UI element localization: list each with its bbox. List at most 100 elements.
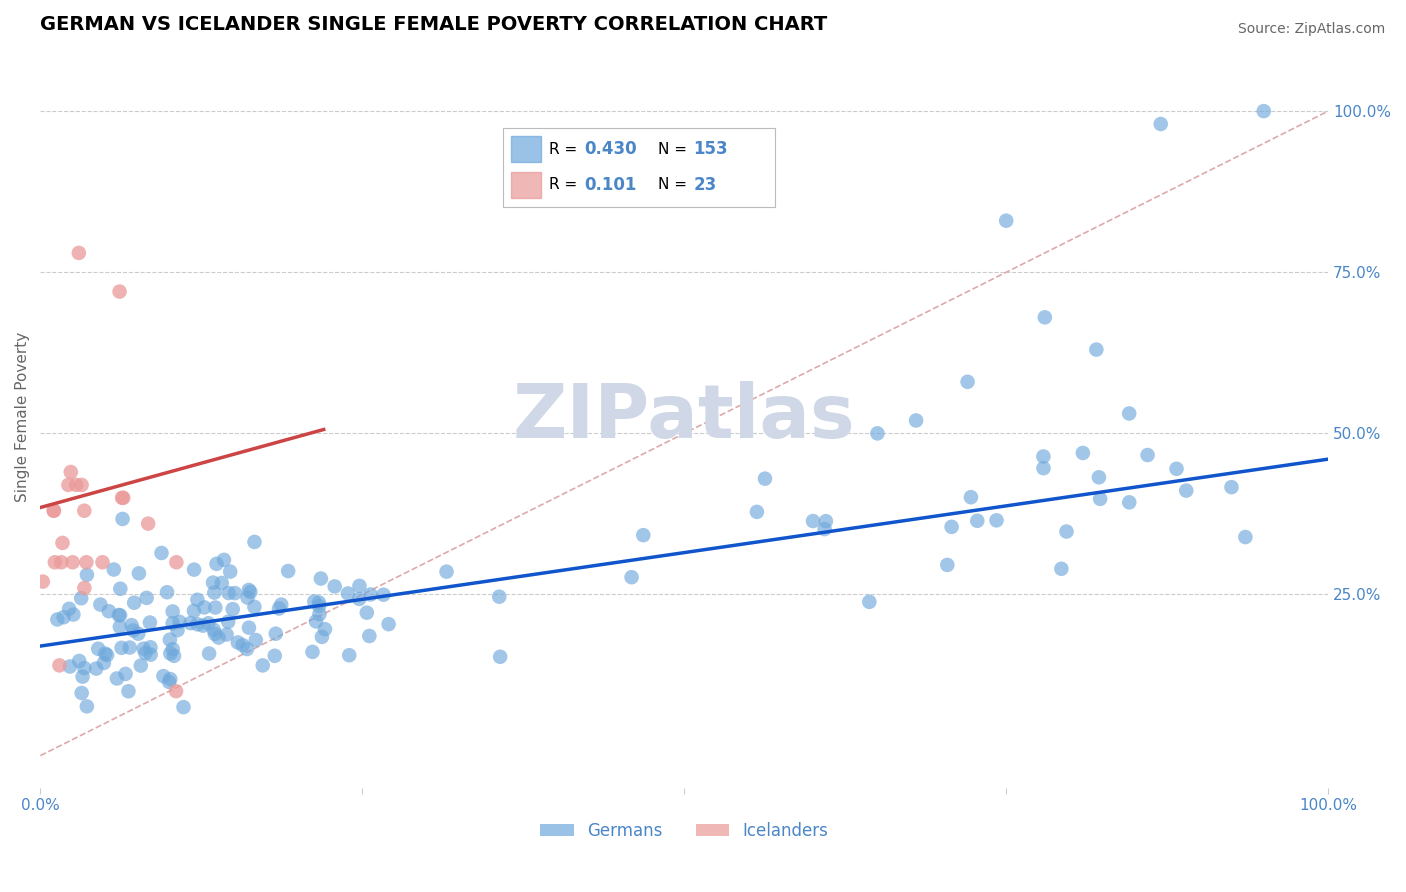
Point: [70, 478, 93, 492]
Point: [156, 585, 179, 599]
Point: [73, 581, 96, 595]
Point: [157, 675, 180, 690]
Point: [801, 514, 824, 528]
Point: [238, 582, 260, 597]
Point: [58, 478, 80, 492]
Text: R =: R =: [548, 142, 582, 157]
Point: [91, 555, 114, 569]
Point: [995, 213, 1018, 227]
Point: [905, 413, 928, 427]
Text: 0.430: 0.430: [585, 140, 637, 159]
Text: 23: 23: [693, 176, 717, 194]
Point: [356, 606, 378, 620]
Point: [218, 586, 240, 600]
Point: [814, 514, 837, 528]
Point: [46, 612, 69, 626]
Bar: [510, 172, 541, 198]
Point: [108, 607, 131, 622]
Point: [112, 491, 135, 505]
Point: [67, 246, 90, 260]
Point: [186, 592, 208, 607]
Point: [197, 616, 219, 631]
Point: [132, 641, 155, 656]
Point: [1088, 491, 1111, 506]
Text: R =: R =: [548, 178, 582, 193]
Point: [308, 595, 330, 609]
Point: [304, 594, 326, 608]
Point: [359, 629, 381, 643]
Point: [238, 621, 260, 635]
Point: [1175, 483, 1198, 498]
Point: [105, 672, 128, 686]
Point: [360, 587, 382, 601]
Point: [1050, 562, 1073, 576]
Point: [308, 607, 330, 621]
Text: 0.101: 0.101: [585, 176, 637, 194]
Point: [169, 615, 191, 629]
Point: [236, 642, 259, 657]
Point: [59, 659, 82, 673]
Point: [754, 472, 776, 486]
Point: [202, 575, 225, 590]
Point: [162, 642, 184, 657]
Point: [183, 563, 205, 577]
Point: [202, 623, 225, 637]
Point: [186, 617, 208, 632]
Point: [489, 649, 512, 664]
Point: [252, 658, 274, 673]
Point: [48, 658, 70, 673]
Point: [139, 615, 162, 630]
Bar: [510, 136, 541, 162]
Point: [305, 615, 328, 629]
Point: [94, 647, 117, 661]
Point: [97, 604, 120, 618]
Point: [114, 667, 136, 681]
Point: [121, 618, 143, 632]
Point: [111, 491, 134, 505]
Point: [858, 595, 880, 609]
Point: [219, 565, 242, 579]
Point: [117, 684, 139, 698]
Point: [349, 591, 371, 606]
Point: [162, 616, 184, 631]
Point: [1150, 117, 1173, 131]
Point: [129, 658, 152, 673]
Point: [314, 622, 336, 636]
Point: [96, 648, 118, 662]
Point: [42, 504, 65, 518]
Point: [139, 640, 162, 655]
Point: [1071, 446, 1094, 460]
Point: [633, 528, 655, 542]
Point: [956, 375, 979, 389]
Point: [966, 514, 988, 528]
Point: [239, 585, 262, 599]
Point: [1234, 530, 1257, 544]
Point: [211, 576, 233, 591]
Point: [232, 638, 254, 652]
Point: [226, 635, 249, 649]
Point: [277, 564, 299, 578]
Point: [51, 536, 73, 550]
Point: [212, 553, 235, 567]
Point: [1166, 462, 1188, 476]
Point: [1118, 495, 1140, 509]
Point: [59, 465, 82, 479]
Point: [1032, 450, 1054, 464]
Point: [377, 617, 399, 632]
Point: [73, 504, 96, 518]
Point: [1253, 104, 1275, 119]
Point: [941, 520, 963, 534]
Point: [163, 648, 186, 663]
Point: [336, 586, 359, 600]
Point: [122, 596, 145, 610]
Point: [301, 645, 323, 659]
Point: [110, 640, 132, 655]
Point: [70, 591, 93, 606]
Point: [108, 285, 131, 299]
Point: [65, 478, 87, 492]
Point: [108, 620, 131, 634]
Point: [159, 647, 181, 661]
Y-axis label: Single Female Poverty: Single Female Poverty: [15, 332, 30, 502]
Point: [139, 648, 162, 662]
Point: [58, 602, 80, 616]
